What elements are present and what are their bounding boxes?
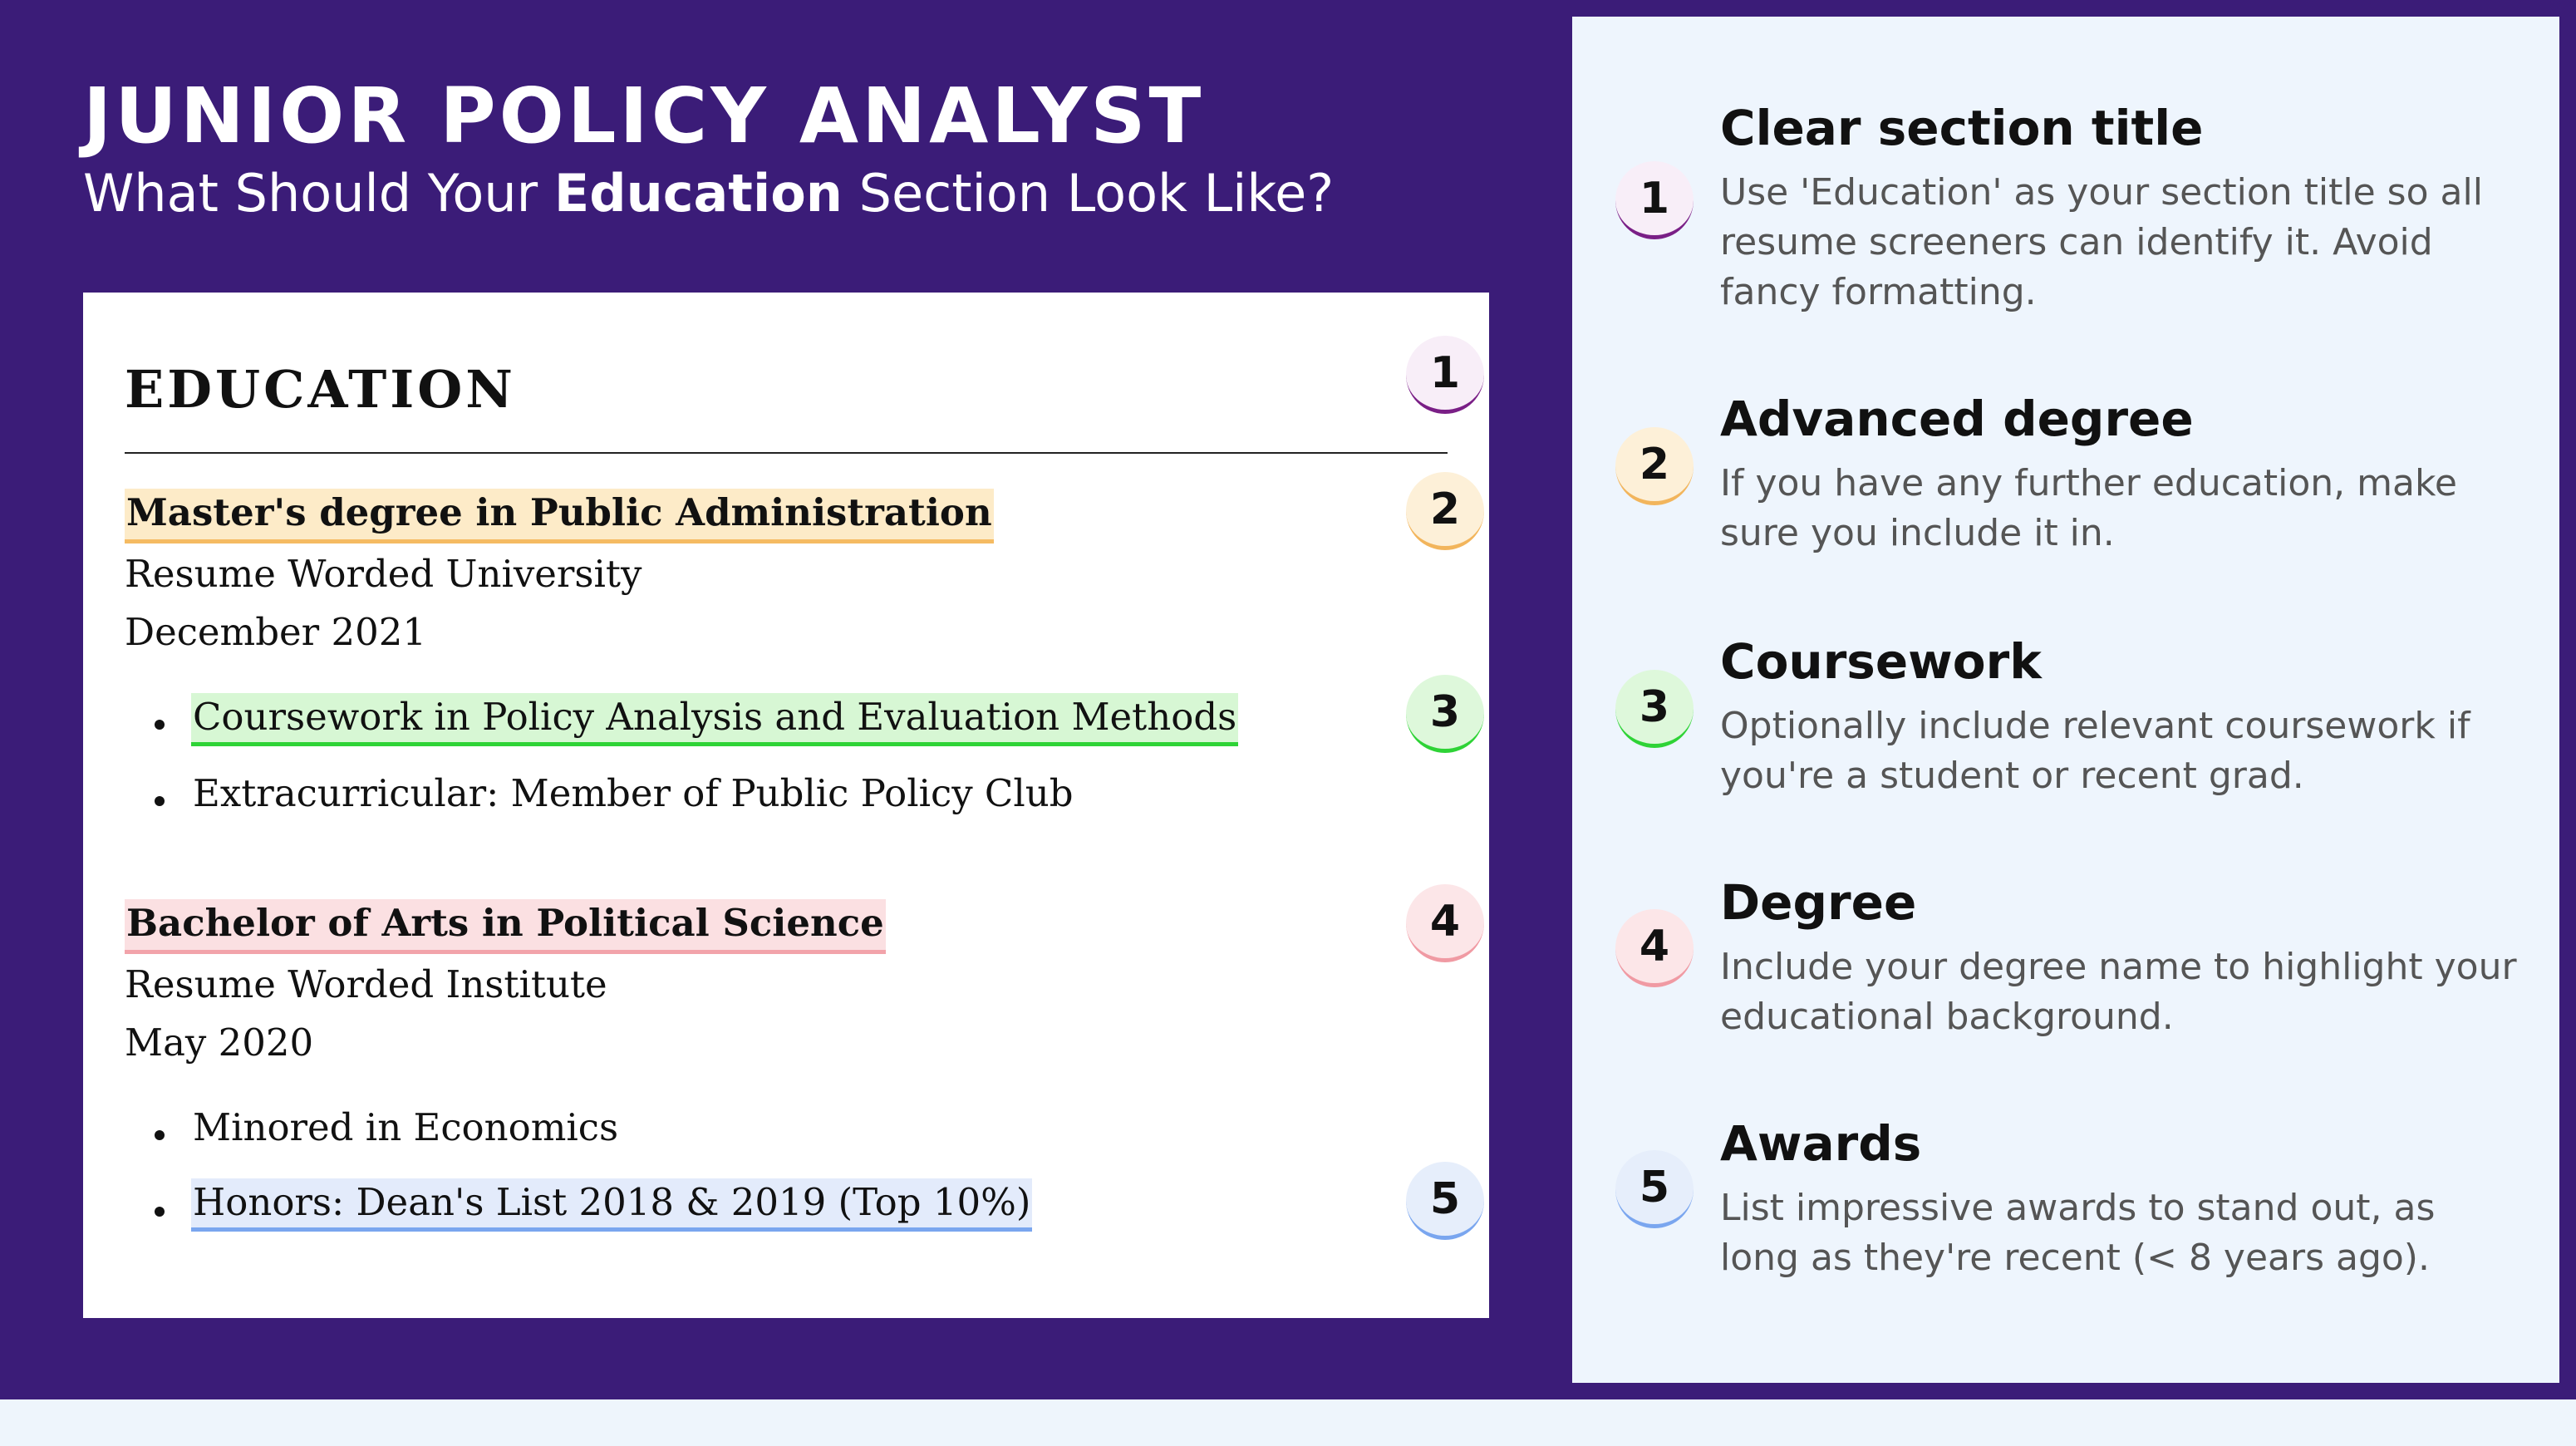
marker-3: 3 (1406, 675, 1484, 753)
page-subtitle: What Should Your Education Section Look … (83, 163, 1334, 224)
graduation-date: May 2020 (125, 1021, 314, 1065)
tip-body: If you have any further education, make … (1720, 462, 2457, 554)
tip-marker-4: 4 (1615, 909, 1694, 987)
degree-title: Master's degree in Public Administration (125, 489, 994, 543)
coursework-bullet: Coursework in Policy Analysis and Evalua… (191, 693, 1239, 746)
school-name: Resume Worded University (125, 552, 642, 596)
tip-marker-5: 5 (1615, 1150, 1694, 1228)
tip-body: List impressive awards to stand out, as … (1720, 1187, 2436, 1279)
subtitle-prefix: What Should Your (83, 163, 554, 224)
job-title: JUNIOR POLICY ANALYST (83, 71, 1205, 160)
bullet-marker (155, 1207, 165, 1217)
marker-4: 4 (1406, 884, 1484, 962)
tip-marker-2: 2 (1615, 427, 1694, 505)
bullet-marker (155, 1130, 165, 1140)
tip-marker-1: 1 (1615, 161, 1694, 239)
tip-body: Include your degree name to highlight yo… (1720, 946, 2517, 1038)
tips-panel (1572, 17, 2559, 1383)
tip-title: Coursework (1720, 633, 2042, 690)
education-section-heading: EDUCATION (125, 359, 516, 420)
marker-2: 2 (1406, 472, 1484, 550)
footer-strip (0, 1399, 2576, 1446)
tip-title: Awards (1720, 1115, 1922, 1172)
marker-1: 1 (1406, 336, 1484, 414)
honors-bullet: Honors: Dean's List 2018 & 2019 (Top 10%… (191, 1178, 1033, 1232)
tip-title: Degree (1720, 874, 1917, 931)
resume-education-card: EDUCATION Master's degree in Public Admi… (83, 293, 1489, 1318)
frame-strip (1572, 0, 2576, 17)
graduation-date: December 2021 (125, 610, 426, 654)
minor-bullet: Minored in Economics (193, 1105, 619, 1149)
extracurricular-bullet: Extracurricular: Member of Public Policy… (193, 771, 1074, 815)
subtitle-suffix: Section Look Like? (842, 163, 1335, 224)
tip-title: Clear section title (1720, 100, 2204, 156)
marker-5: 5 (1406, 1162, 1484, 1240)
subtitle-emphasis: Education (553, 163, 843, 224)
frame-strip (2559, 0, 2576, 1399)
degree-title: Bachelor of Arts in Political Science (125, 899, 886, 954)
frame-strip (1572, 1383, 2576, 1399)
school-name: Resume Worded Institute (125, 962, 607, 1006)
tip-body: Optionally include relevant coursework i… (1720, 705, 2470, 797)
tip-body: Use 'Education' as your section title so… (1720, 171, 2483, 313)
section-divider (125, 452, 1448, 454)
bullet-marker (155, 720, 165, 730)
tip-marker-3: 3 (1615, 670, 1694, 748)
bullet-marker (155, 796, 165, 806)
tip-title: Advanced degree (1720, 391, 2194, 447)
